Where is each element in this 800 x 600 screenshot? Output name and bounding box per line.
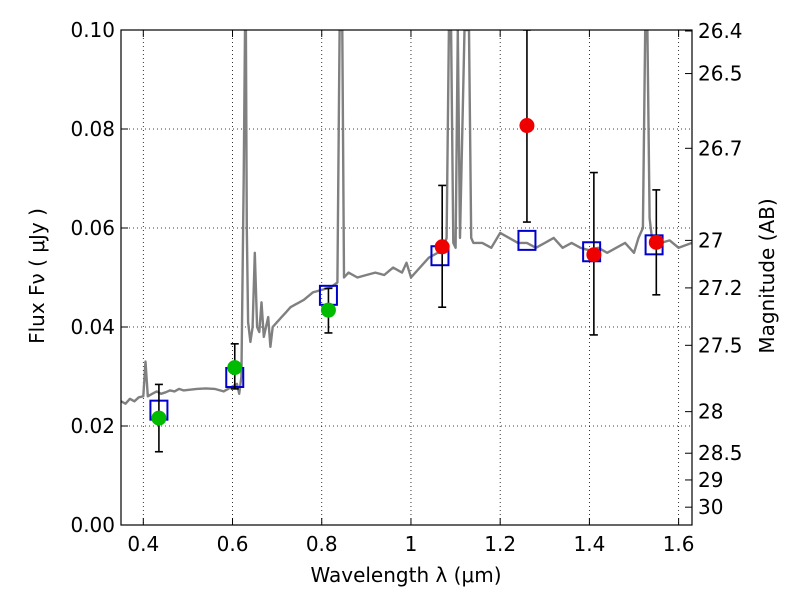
x-axis-label: Wavelength λ (μm) [310,563,501,587]
y-tick-label: 0.00 [70,513,115,537]
spectrum-line [121,30,692,405]
x-tick-label: 0.8 [306,532,338,556]
nir-detection-point [434,239,450,255]
nir-detection-point [648,234,664,250]
magnitude-tick-label: 26.4 [698,19,743,43]
y-tick-label: 0.06 [70,216,115,240]
magnitude-tick-label: 27.2 [698,276,743,300]
x-tick-label: 1.6 [663,532,695,556]
y-tick-label: 0.10 [70,18,115,42]
optical-detection-point [320,302,336,318]
axis-labels: Wavelength λ (μm) Flux Fν ( μJy ) Magnit… [25,198,779,587]
magnitude-tick-label: 29 [698,468,723,492]
x-tick-label: 1.4 [573,532,605,556]
magnitude-tick-label: 30 [698,495,723,519]
model-photometry-square [517,229,537,251]
plot-area [121,30,692,453]
axes: 0.4 0.6 0.8 1 1.2 1.4 1.6 0.00 0.02 0.04 0.06 0.08 0… [70,18,742,556]
magnitude-tick-label: 27 [698,228,723,252]
optical-detection-point [151,410,167,426]
y-tick-label: 0.08 [70,117,115,141]
magnitude-tick-label: 26.5 [698,62,743,86]
y-tick-label: 0.04 [70,315,115,339]
nir-detection-point [519,118,535,134]
x-tick-label: 1.2 [484,532,516,556]
y-tick-label: 0.02 [70,414,115,438]
magnitude-tick-label: 28.5 [698,441,743,465]
grid-lines [121,29,692,526]
x-tick-label: 0.4 [127,532,159,556]
magnitude-tick-label: 26.7 [698,136,743,160]
nir-detection-point [586,247,602,263]
y-axis-label: Flux Fν ( μJy ) [25,208,49,344]
plot-frame [120,29,693,526]
optical-detection-point [227,360,243,376]
right-axis-label: Magnitude (AB) [755,198,779,353]
x-tick-label: 1 [405,532,418,556]
plot-content [121,30,692,453]
magnitude-tick-label: 27.5 [698,333,743,357]
x-tick-label: 0.6 [217,532,249,556]
magnitude-tick-label: 28 [698,400,723,424]
